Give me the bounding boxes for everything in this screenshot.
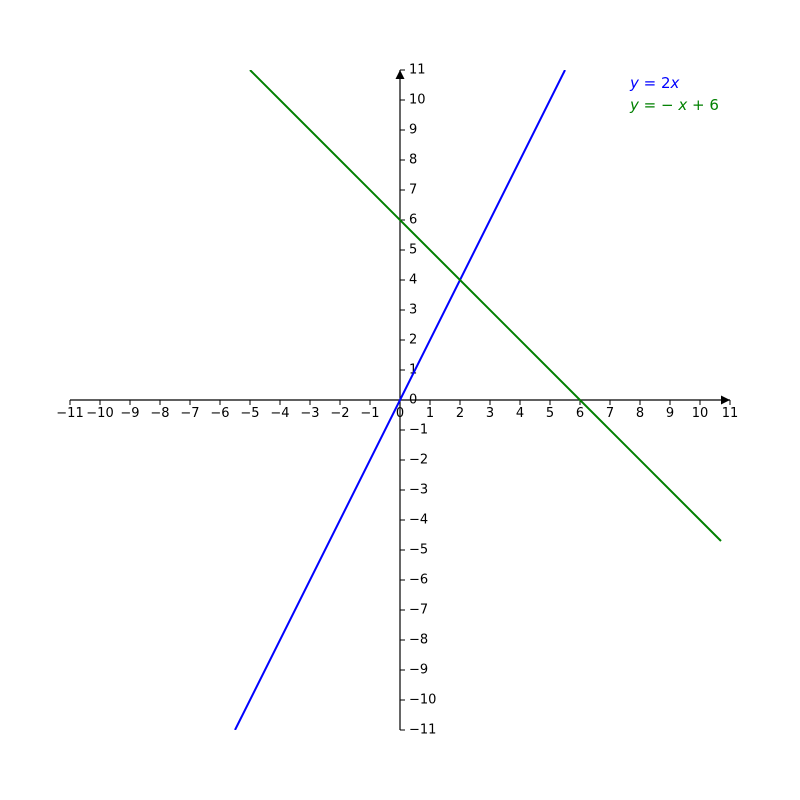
x-tick-label: 9 (666, 406, 674, 421)
y-tick-label: −8 (409, 633, 428, 648)
y-tick-label: 5 (409, 243, 417, 258)
y-tick-label: −11 (409, 723, 436, 738)
x-tick-label: 0 (396, 406, 404, 421)
x-tick-label: 1 (426, 406, 434, 421)
x-tick-label: −3 (300, 406, 319, 421)
x-tick-label: −7 (180, 406, 199, 421)
x-tick-label: 2 (456, 406, 464, 421)
y-tick-label: 9 (409, 123, 417, 138)
x-tick-label: −11 (56, 406, 83, 421)
line-chart: −11−10−9−8−7−6−5−4−3−2−101234567891011−1… (0, 0, 800, 800)
legend: y = 2x y = − x + 6 (629, 74, 719, 114)
x-tick-label: 4 (516, 406, 524, 421)
x-tick-label: 8 (636, 406, 644, 421)
y-tick-label: −7 (409, 603, 428, 618)
y-tick-label: 0 (409, 393, 417, 408)
y-tick-label: −9 (409, 663, 428, 678)
x-tick-label: −5 (240, 406, 259, 421)
legend-item: y = 2x (629, 74, 680, 92)
legend-item: y = − x + 6 (629, 96, 719, 114)
y-tick-label: −4 (409, 513, 428, 528)
x-tick-label: 11 (722, 406, 739, 421)
x-tick-label: 3 (486, 406, 494, 421)
x-tick-label: 7 (606, 406, 614, 421)
y-axis-arrow (396, 70, 405, 79)
x-tick-label: −6 (210, 406, 229, 421)
x-tick-label: −8 (150, 406, 169, 421)
y-tick-label: −10 (409, 693, 436, 708)
y-tick-label: 2 (409, 333, 417, 348)
y-tick-label: 4 (409, 273, 417, 288)
x-tick-label: −1 (360, 406, 379, 421)
y-tick-label: 10 (409, 93, 426, 108)
x-tick-label: −9 (120, 406, 139, 421)
y-tick-label: 7 (409, 183, 417, 198)
x-tick-label: −2 (330, 406, 349, 421)
y-tick-label: −3 (409, 483, 428, 498)
y-tick-label: −6 (409, 573, 428, 588)
y-tick-label: 6 (409, 213, 417, 228)
y-tick-label: 8 (409, 153, 417, 168)
x-tick-label: −10 (86, 406, 113, 421)
axes: −11−10−9−8−7−6−5−4−3−2−101234567891011−1… (56, 63, 738, 738)
y-tick-label: −2 (409, 453, 428, 468)
y-tick-label: 11 (409, 63, 426, 78)
x-tick-label: 10 (692, 406, 709, 421)
y-tick-label: −5 (409, 543, 428, 558)
y-tick-label: −1 (409, 423, 428, 438)
series-y_eq_negx_plus6 (250, 70, 721, 541)
x-tick-label: 5 (546, 406, 554, 421)
y-tick-label: 3 (409, 303, 417, 318)
x-tick-label: 6 (576, 406, 584, 421)
x-tick-label: −4 (270, 406, 289, 421)
x-axis-arrow (721, 396, 730, 405)
